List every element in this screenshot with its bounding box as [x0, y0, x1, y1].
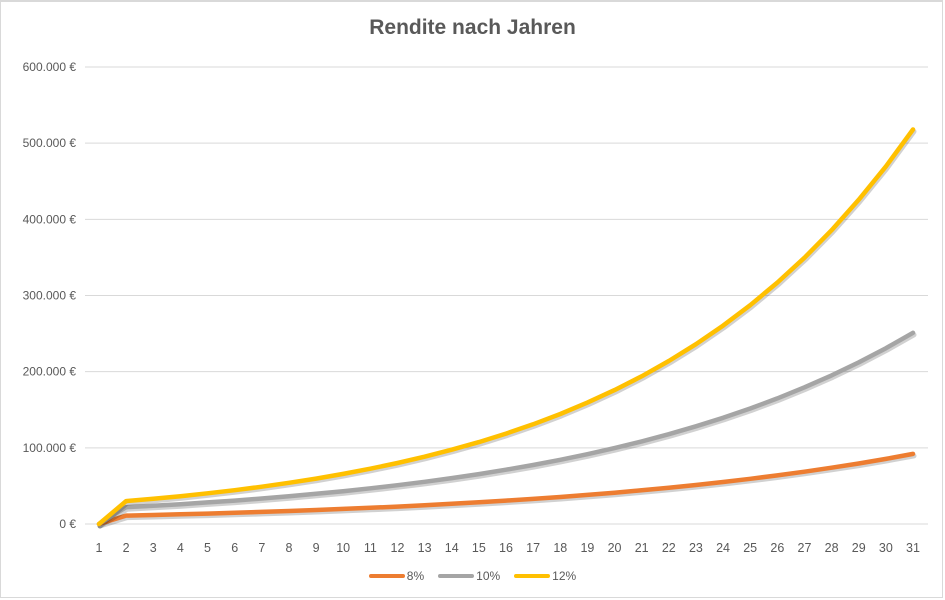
- x-tick-label: 14: [445, 541, 459, 555]
- x-tick-label: 20: [608, 541, 622, 555]
- x-tick-label: 19: [580, 541, 594, 555]
- series-line-12pct: [96, 127, 916, 527]
- chart-title: Rendite nach Jahren: [369, 16, 576, 39]
- legend-label: 10%: [476, 569, 501, 583]
- legend-item-8pct[interactable]: 8%: [368, 569, 425, 583]
- x-tick-label: 22: [662, 541, 676, 555]
- x-tick-label: 7: [258, 541, 265, 555]
- y-tick-label: 100.000 €: [23, 441, 77, 455]
- y-tick-label: 300.000 €: [23, 289, 77, 303]
- x-tick-label: 11: [364, 541, 377, 555]
- legend: 8% 10% 12%: [0, 569, 945, 583]
- x-tick-label: 1: [96, 541, 103, 555]
- x-tick-label: 17: [526, 541, 540, 555]
- x-tick-label: 6: [231, 541, 238, 555]
- series-shadow: [97, 332, 917, 529]
- x-tick-label: 2: [123, 541, 130, 555]
- x-tick-label: 24: [716, 541, 730, 555]
- y-tick-label: 200.000 €: [23, 365, 77, 379]
- x-tick-label: 13: [418, 541, 432, 555]
- x-tick-label: 29: [852, 541, 866, 555]
- legend-label: 8%: [406, 569, 425, 583]
- x-tick-label: 16: [499, 541, 513, 555]
- series-line-10pct: [96, 330, 916, 527]
- legend-swatch-icon: [368, 574, 405, 578]
- series-shadow: [97, 129, 917, 529]
- x-tick-label: 5: [204, 541, 211, 555]
- x-tick-label: 8: [285, 541, 292, 555]
- x-tick-label: 3: [150, 541, 157, 555]
- x-tick-label: 26: [770, 541, 784, 555]
- x-tick-label: 30: [879, 541, 893, 555]
- x-tick-label: 25: [743, 541, 757, 555]
- legend-item-10pct[interactable]: 10%: [438, 569, 500, 583]
- x-tick-label: 21: [635, 541, 649, 555]
- x-tick-label: 28: [825, 541, 839, 555]
- legend-swatch-icon: [514, 574, 551, 578]
- x-tick-label: 15: [472, 541, 486, 555]
- x-tick-label: 18: [553, 541, 567, 555]
- x-axis-ticks: 1 2 3 4 5 6 7 8 9 10 11 12 13 14 15 16 17 18 19 20 21 22 23 24 2…: [96, 541, 920, 555]
- x-tick-label: 12: [391, 541, 405, 555]
- gridlines: [85, 66, 928, 525]
- legend-swatch-icon: [438, 574, 475, 578]
- y-axis-ticks: 0 € 100.000 € 200.000 € 300.000 € 400.000 € 5…: [23, 60, 77, 531]
- series-line-8pct: [96, 451, 916, 527]
- series-lines: [96, 127, 917, 529]
- legend-item-12pct[interactable]: 12%: [514, 569, 576, 583]
- x-tick-label: 23: [689, 541, 703, 555]
- y-tick-label: 600.000 €: [23, 60, 77, 74]
- y-tick-label: 0 €: [59, 517, 76, 531]
- x-tick-label: 10: [336, 541, 350, 555]
- x-tick-label: 31: [906, 541, 920, 555]
- y-tick-label: 400.000 €: [23, 212, 77, 226]
- x-tick-label: 4: [177, 541, 184, 555]
- x-tick-label: 9: [313, 541, 320, 555]
- x-tick-label: 27: [798, 541, 812, 555]
- legend-label: 12%: [552, 569, 577, 583]
- y-tick-label: 500.000 €: [23, 136, 77, 150]
